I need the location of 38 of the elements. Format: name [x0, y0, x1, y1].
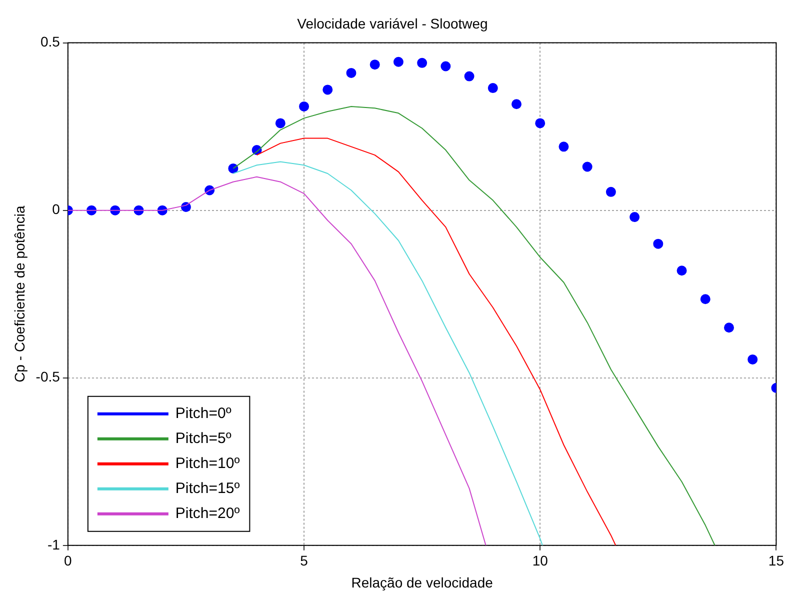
y-tick-label: 0.5	[40, 34, 60, 50]
chart-title: Velocidade variável - Slootweg	[297, 15, 488, 32]
y-tick-label: 0	[52, 201, 60, 218]
point	[299, 101, 310, 112]
point	[606, 186, 616, 197]
point	[630, 212, 640, 222]
point	[748, 354, 758, 364]
point	[370, 60, 380, 70]
y-tick-label: -0.5	[36, 368, 60, 385]
point	[700, 294, 710, 304]
x-axis-title: Relação de velocidade	[351, 574, 494, 590]
point	[653, 238, 664, 249]
point	[724, 322, 734, 333]
legend-label: Pitch=20º	[175, 505, 240, 522]
point	[558, 142, 569, 152]
y-tick-label: -1	[47, 536, 60, 552]
point	[393, 56, 404, 67]
point	[488, 83, 498, 94]
x-tick-label: 5	[300, 552, 308, 569]
point	[512, 99, 522, 110]
point	[582, 162, 592, 172]
x-tick-label: 0	[64, 552, 72, 569]
y-axis-title: Cp - Coeficiente de potência	[11, 206, 28, 382]
point	[346, 68, 356, 78]
legend-label: Pitch=10º	[175, 455, 240, 472]
legend-label: Pitch=5º	[175, 430, 232, 448]
point	[417, 58, 428, 68]
legend-label: Pitch=15º	[175, 480, 240, 498]
point	[440, 61, 451, 72]
x-tick-label: 10	[532, 552, 548, 569]
point	[464, 71, 474, 82]
point	[228, 163, 238, 174]
point	[275, 118, 286, 128]
point	[676, 266, 687, 276]
point	[535, 118, 546, 128]
legend-label: Pitch=0º	[175, 405, 232, 422]
point	[322, 84, 333, 95]
x-tick-label: 15	[768, 552, 784, 569]
